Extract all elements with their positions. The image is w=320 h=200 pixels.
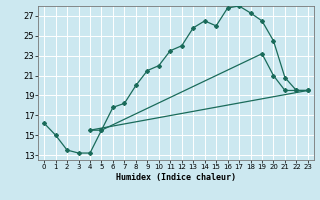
X-axis label: Humidex (Indice chaleur): Humidex (Indice chaleur) [116, 173, 236, 182]
